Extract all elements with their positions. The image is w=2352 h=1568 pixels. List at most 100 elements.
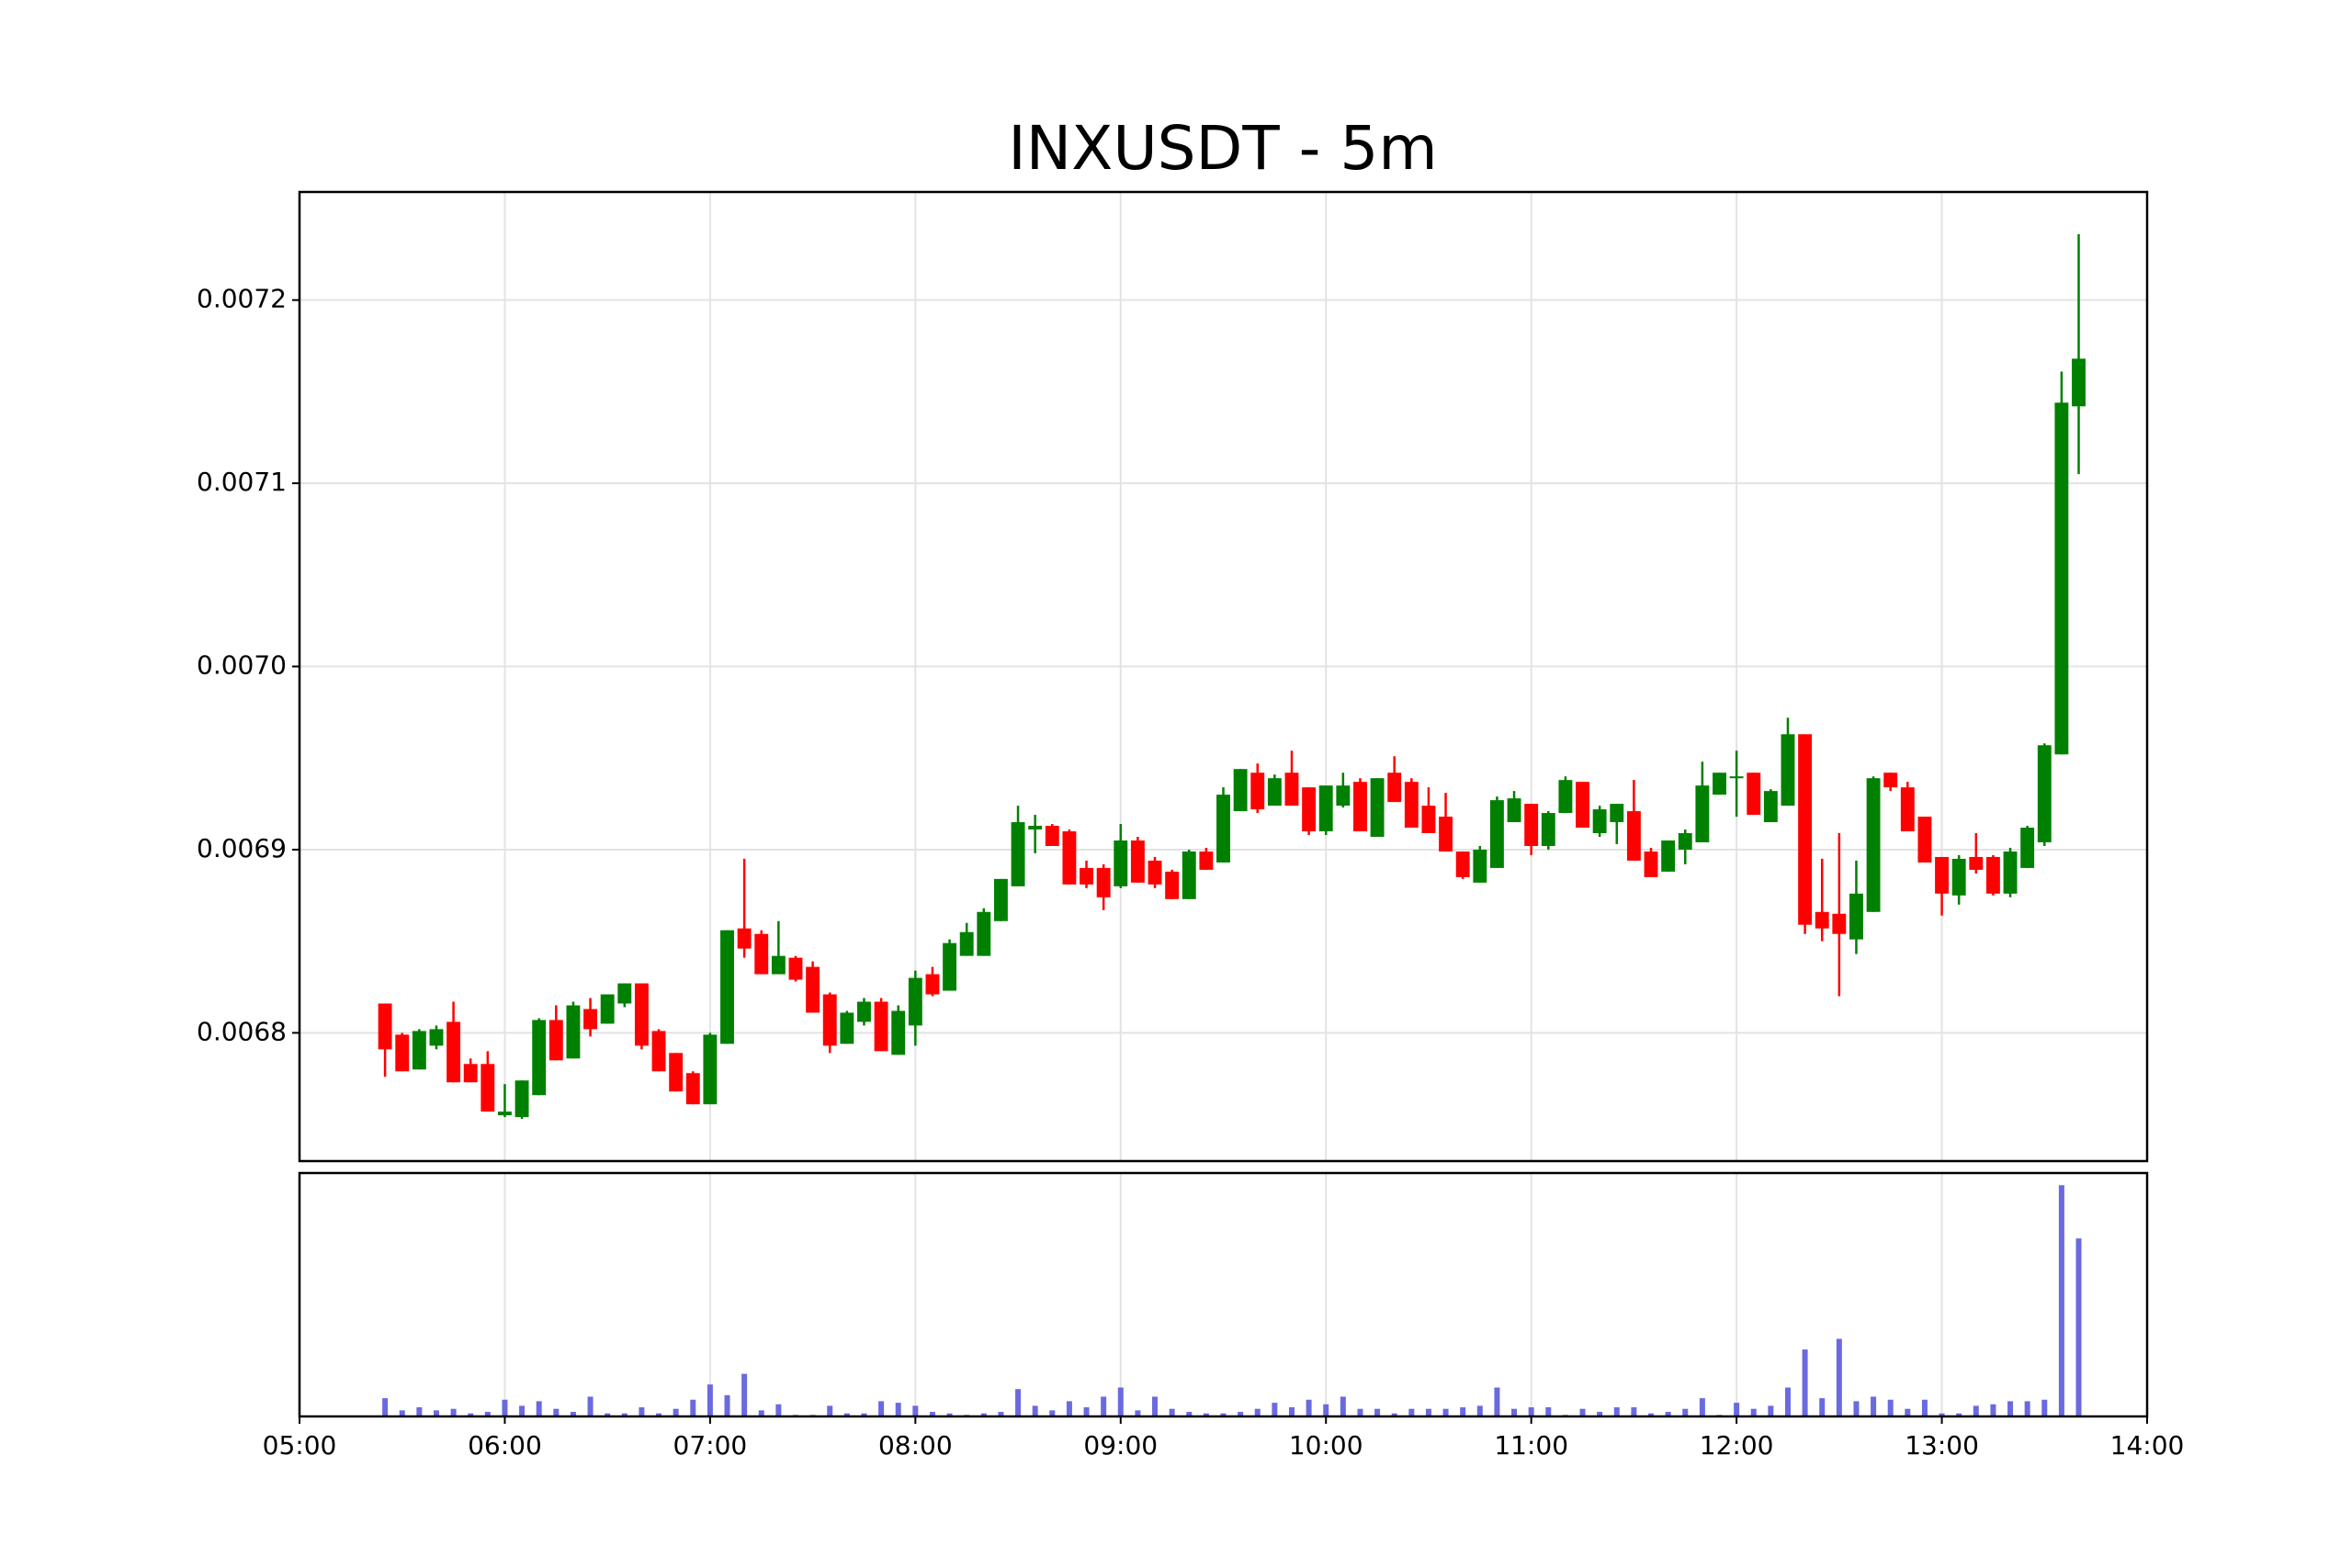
candle-body (1165, 871, 1180, 899)
volume-bar (724, 1394, 730, 1416)
volume-bar (946, 1413, 953, 1416)
candle-body (1267, 778, 1282, 807)
volume-bar (1101, 1396, 1107, 1416)
candle-body (1815, 911, 1829, 929)
volume-bar (1460, 1407, 1466, 1416)
candle-body (1318, 785, 1333, 832)
candle-body (1969, 856, 1984, 870)
candle-body (737, 928, 752, 949)
volume-bar (2024, 1401, 2030, 1416)
candle-body (634, 983, 649, 1046)
candle-body (1353, 782, 1367, 832)
candle-body (2020, 828, 2035, 868)
x-tick-label: 12:00 (1700, 1430, 1774, 1461)
volume-bar (827, 1405, 833, 1416)
volume-bar (621, 1413, 628, 1416)
volume-bar (1734, 1403, 1740, 1416)
volume-bar (1135, 1410, 1141, 1416)
candle-body (1695, 785, 1710, 842)
candle-body (840, 1012, 854, 1044)
volume-bar (1442, 1408, 1449, 1416)
x-tick-label: 06:00 (468, 1430, 542, 1461)
candle-body (857, 1001, 871, 1022)
volume-bar (1408, 1408, 1415, 1416)
candle-body (2054, 402, 2069, 755)
candle-body (514, 1080, 529, 1118)
candle-body (1883, 773, 1898, 788)
candle-body (1062, 831, 1077, 885)
volume-bar (912, 1405, 919, 1416)
candle-body (891, 1010, 906, 1055)
candle-body (1216, 795, 1230, 863)
candle-body (874, 1001, 888, 1052)
volume-bar (468, 1413, 474, 1416)
candle-body (1610, 804, 1624, 823)
candle-body (497, 1111, 512, 1116)
volume-bar (929, 1412, 935, 1416)
x-tick-label: 07:00 (673, 1430, 748, 1461)
volume-bar (1802, 1349, 1808, 1416)
candle-body (429, 1029, 444, 1046)
volume-bar (1238, 1412, 1244, 1416)
candle-body (1729, 776, 1744, 779)
volume-bar (1665, 1412, 1671, 1416)
volume-bar (2075, 1238, 2082, 1416)
volume-bar (843, 1413, 850, 1416)
volume-bar (1306, 1399, 1312, 1416)
volume-bar (1699, 1398, 1705, 1416)
volume-bar (895, 1403, 901, 1416)
candle-body (1592, 809, 1607, 834)
candle-body (1011, 822, 1025, 886)
volume-bar (1682, 1408, 1689, 1416)
candle-body (720, 930, 734, 1044)
volume-bar (980, 1413, 987, 1416)
candle-body (993, 878, 1008, 921)
candle-body (1404, 782, 1419, 829)
volume-bar (878, 1401, 885, 1416)
x-tick-label: 05:00 (263, 1430, 337, 1461)
volume-bar (399, 1410, 405, 1416)
volume-bar (587, 1396, 594, 1416)
volume-bar (758, 1410, 764, 1416)
candle-body (1951, 858, 1966, 896)
volume-bar (519, 1405, 526, 1416)
candle-body (703, 1034, 718, 1105)
volume-bar (1990, 1404, 1996, 1416)
candle-body (1387, 773, 1402, 803)
candle-body (1866, 778, 1881, 912)
volume-bar (1853, 1401, 1860, 1416)
volume-bar (2041, 1399, 2048, 1416)
candle-body (1644, 851, 1658, 877)
volume-bar (416, 1407, 423, 1416)
candle-body (2072, 358, 2086, 407)
volume-bar (1340, 1396, 1346, 1416)
volume-bar (536, 1401, 542, 1416)
candle-body (1626, 811, 1641, 861)
volume-bar (707, 1384, 713, 1416)
volume-bar (998, 1412, 1004, 1416)
candle-body (378, 1003, 392, 1050)
candle-body (1284, 773, 1299, 807)
candle-body (908, 977, 922, 1026)
y-tick-label: 0.0071 (197, 467, 287, 497)
volume-bar (1272, 1403, 1278, 1416)
candle-body (771, 955, 786, 975)
volume-bar (1152, 1396, 1159, 1416)
candle-body (925, 974, 940, 995)
candle-body (1781, 734, 1795, 807)
candle-body (1302, 787, 1317, 832)
volume-bar (1203, 1413, 1209, 1416)
candle-body (1900, 787, 1915, 832)
volume-frame (298, 1171, 2149, 1418)
volume-bar (1579, 1408, 1586, 1416)
candle-body (1832, 913, 1847, 934)
candle-body (1130, 840, 1145, 883)
candle-body (1747, 773, 1761, 816)
candle-body (1148, 860, 1162, 885)
candle-body (1370, 778, 1385, 838)
volume-bar (1288, 1407, 1295, 1416)
candle-body (1798, 734, 1813, 925)
candle-body (1576, 782, 1589, 829)
volume-bar (1528, 1407, 1534, 1416)
volume-bar (502, 1399, 508, 1416)
